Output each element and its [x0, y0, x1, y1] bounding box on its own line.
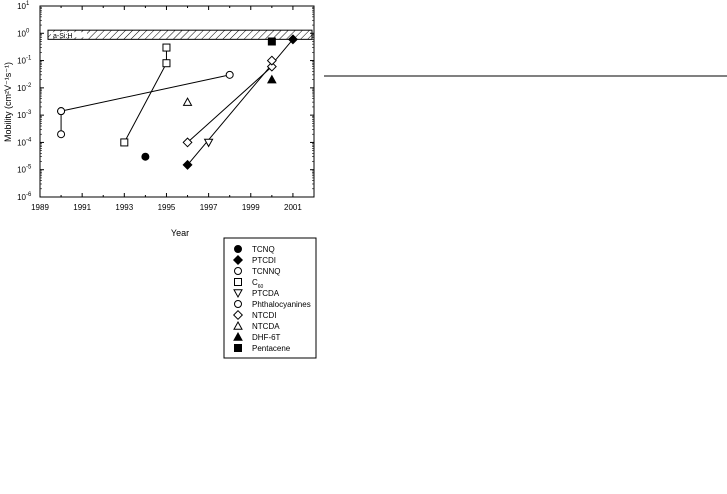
- legend-marker-ptcdi: [232, 254, 244, 266]
- data-point-phthalocyanines: [57, 107, 66, 116]
- legend-label-c: C60: [252, 278, 264, 290]
- legend-marker-pentacene: [234, 344, 242, 352]
- data-point-ptcda: [203, 138, 214, 148]
- y-tick-label: 10: [17, 138, 26, 147]
- series-line-ptcdi: [187, 39, 294, 166]
- y-tick-exponent: -3: [26, 110, 32, 116]
- legend-marker-tcnnq: [234, 267, 242, 275]
- y-tick-label: 10: [17, 57, 26, 66]
- x-tick-label: 1989: [31, 203, 49, 212]
- legend-label-tcnnq: TCNNQ: [252, 267, 280, 276]
- y-tick-exponent: -1: [26, 56, 32, 62]
- y-tick-label: 10: [17, 166, 26, 175]
- data-point-phthalocyanines: [225, 70, 234, 79]
- legend-marker-ntcda: [233, 320, 243, 330]
- legend-label-phthalocyanines: Phthalocyanines: [252, 300, 311, 309]
- series-line-phthalocyanines: [60, 74, 230, 112]
- y-tick-label: 10: [17, 2, 26, 11]
- x-axis-label: Year: [171, 228, 189, 238]
- legend-label-ntcda: NTCDA: [252, 322, 280, 331]
- legend-label-pentacene: Pentacene: [252, 344, 291, 353]
- y-tick-label: 10: [17, 29, 26, 38]
- y-tick-label: 10: [17, 84, 26, 93]
- data-point-ptcdi: [287, 34, 298, 45]
- data-point-tcnnq: [57, 130, 66, 139]
- y-tick-exponent: 1: [26, 1, 30, 7]
- y-tick-exponent: 0: [26, 28, 30, 34]
- x-tick-label: 1995: [158, 203, 176, 212]
- legend-label-tcnq: TCNQ: [252, 245, 275, 254]
- y-tick-label: 10: [17, 193, 26, 202]
- data-point-pentacene: [267, 37, 276, 46]
- y-tick-exponent: -5: [26, 165, 32, 171]
- x-tick-label: 1993: [115, 203, 133, 212]
- data-point-ntcda: [182, 97, 193, 106]
- data-point-dhf-6t: [266, 74, 277, 84]
- data-point-c60: [162, 43, 171, 52]
- data-point-ptcdi: [182, 159, 193, 170]
- legend-marker-ptcda: [233, 289, 243, 299]
- legend-marker-c: [234, 278, 242, 286]
- data-point-ntcdi: [182, 137, 193, 148]
- x-tick-label: 2001: [284, 203, 302, 212]
- legend-label-ntcdi: NTCDI: [252, 311, 276, 320]
- legend-marker-ntcdi: [232, 309, 244, 321]
- x-tick-label: 1999: [242, 203, 260, 212]
- asih-band-label: a-Si:H: [53, 33, 72, 40]
- y-tick-exponent: -2: [26, 83, 32, 89]
- y-tick-label: 10: [17, 111, 26, 120]
- data-point-tcnq: [141, 152, 150, 161]
- series-line-c60: [123, 47, 167, 143]
- x-tick-label: 1991: [73, 203, 91, 212]
- legend-label-subscript: 60: [258, 284, 264, 290]
- legend-marker-dhf-6t: [233, 331, 243, 341]
- y-tick-exponent: -4: [26, 137, 32, 143]
- data-point-c60: [162, 59, 171, 68]
- legend-label-ptcdi: PTCDI: [252, 256, 276, 265]
- y-axis-label: Mobility (cm²V⁻¹s⁻¹): [3, 62, 13, 142]
- y-tick-exponent: -6: [26, 192, 32, 198]
- legend-label-ptcda: PTCDA: [252, 289, 280, 298]
- data-point-ntcdi: [266, 61, 277, 72]
- data-point-c60: [120, 138, 129, 147]
- data-point-ntcdi: [266, 55, 277, 66]
- asih-band-label-bg: [51, 32, 87, 38]
- legend-label-dhf-6t: DHF-6T: [252, 333, 281, 342]
- legend-marker-tcnq: [234, 245, 242, 253]
- legend-marker-phthalocyanines: [234, 300, 242, 308]
- x-tick-label: 1997: [200, 203, 218, 212]
- plot-frame: [39, 5, 315, 198]
